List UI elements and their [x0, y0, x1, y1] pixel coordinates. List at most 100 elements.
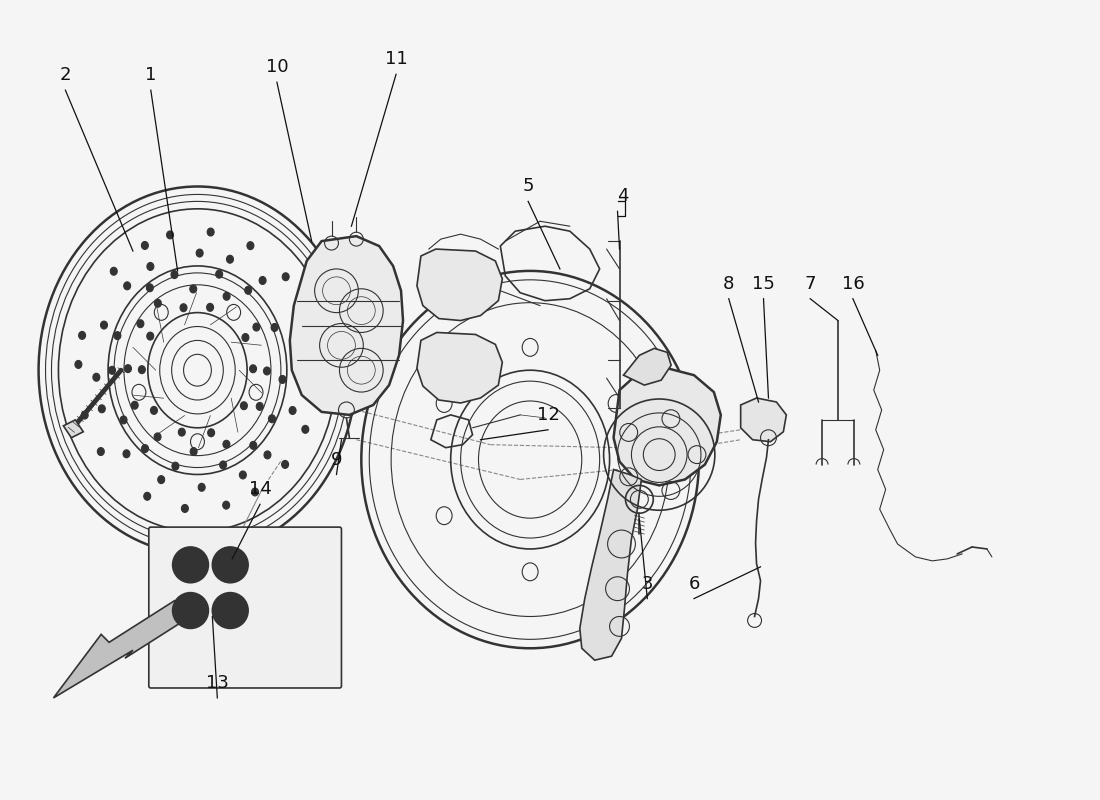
Ellipse shape	[146, 284, 153, 292]
Ellipse shape	[170, 270, 178, 278]
Ellipse shape	[123, 450, 130, 458]
Ellipse shape	[301, 426, 309, 434]
Ellipse shape	[142, 445, 148, 453]
Ellipse shape	[139, 366, 145, 374]
Ellipse shape	[109, 366, 116, 374]
Ellipse shape	[279, 375, 286, 383]
FancyBboxPatch shape	[148, 527, 341, 688]
Ellipse shape	[295, 365, 302, 373]
Text: 15: 15	[752, 274, 774, 293]
Text: 10: 10	[265, 58, 288, 76]
Ellipse shape	[306, 319, 313, 327]
Ellipse shape	[100, 321, 108, 329]
Text: 16: 16	[842, 274, 865, 293]
Ellipse shape	[190, 285, 197, 293]
Ellipse shape	[75, 361, 81, 368]
Polygon shape	[417, 249, 503, 321]
Ellipse shape	[97, 447, 104, 455]
Polygon shape	[64, 420, 84, 438]
Ellipse shape	[154, 299, 162, 307]
Ellipse shape	[283, 273, 289, 281]
Ellipse shape	[219, 600, 241, 622]
Ellipse shape	[252, 488, 258, 496]
Text: 9: 9	[331, 450, 342, 469]
Ellipse shape	[154, 433, 161, 441]
Ellipse shape	[136, 320, 144, 328]
Text: 14: 14	[249, 480, 272, 498]
Ellipse shape	[157, 476, 165, 484]
Polygon shape	[624, 348, 671, 385]
Polygon shape	[614, 368, 720, 486]
Ellipse shape	[222, 501, 230, 509]
Ellipse shape	[216, 270, 222, 278]
Ellipse shape	[240, 471, 246, 479]
Text: 3: 3	[641, 574, 653, 593]
Text: 8: 8	[723, 274, 735, 293]
Ellipse shape	[180, 304, 187, 312]
Ellipse shape	[182, 505, 188, 513]
Ellipse shape	[242, 334, 249, 342]
Ellipse shape	[92, 374, 100, 382]
Text: 11: 11	[385, 50, 407, 68]
Text: 13: 13	[206, 674, 229, 692]
Ellipse shape	[290, 331, 298, 339]
Ellipse shape	[264, 451, 271, 459]
Ellipse shape	[244, 286, 252, 294]
Ellipse shape	[212, 593, 249, 629]
Ellipse shape	[250, 365, 256, 373]
Ellipse shape	[224, 605, 236, 617]
Ellipse shape	[120, 416, 127, 424]
Ellipse shape	[282, 461, 288, 468]
Ellipse shape	[131, 402, 139, 410]
Ellipse shape	[314, 362, 320, 370]
Ellipse shape	[98, 405, 106, 413]
Ellipse shape	[110, 267, 118, 275]
Ellipse shape	[223, 292, 230, 300]
Ellipse shape	[146, 332, 154, 340]
Polygon shape	[740, 398, 786, 442]
Text: 7: 7	[804, 274, 816, 293]
Ellipse shape	[224, 559, 236, 571]
Ellipse shape	[172, 462, 179, 470]
Polygon shape	[289, 236, 403, 415]
Ellipse shape	[190, 447, 197, 455]
Ellipse shape	[198, 483, 206, 491]
Ellipse shape	[179, 600, 201, 622]
Polygon shape	[54, 601, 190, 698]
Ellipse shape	[264, 367, 271, 375]
Ellipse shape	[212, 547, 249, 582]
Text: 4: 4	[617, 187, 629, 206]
Ellipse shape	[271, 323, 278, 331]
Ellipse shape	[78, 331, 86, 339]
Ellipse shape	[173, 547, 208, 582]
Text: 6: 6	[689, 574, 700, 593]
Text: 5: 5	[522, 178, 534, 195]
Ellipse shape	[196, 249, 204, 257]
Ellipse shape	[173, 593, 208, 629]
Ellipse shape	[166, 231, 174, 239]
Ellipse shape	[223, 440, 230, 448]
Ellipse shape	[268, 414, 275, 422]
Ellipse shape	[260, 277, 266, 285]
Ellipse shape	[124, 365, 131, 373]
Ellipse shape	[253, 323, 260, 331]
Ellipse shape	[207, 303, 213, 311]
Ellipse shape	[219, 554, 241, 576]
Ellipse shape	[227, 255, 233, 263]
Ellipse shape	[178, 428, 185, 436]
Ellipse shape	[151, 406, 157, 414]
Ellipse shape	[142, 242, 148, 250]
Text: 1: 1	[145, 66, 156, 84]
Text: 12: 12	[537, 406, 560, 424]
Ellipse shape	[123, 282, 131, 290]
Text: 2: 2	[59, 66, 72, 84]
Ellipse shape	[246, 242, 254, 250]
Ellipse shape	[250, 442, 256, 450]
Ellipse shape	[81, 411, 88, 419]
Ellipse shape	[241, 402, 248, 410]
Ellipse shape	[208, 429, 214, 437]
Ellipse shape	[289, 406, 296, 414]
Ellipse shape	[179, 554, 201, 576]
Ellipse shape	[207, 228, 215, 236]
Polygon shape	[417, 333, 503, 403]
